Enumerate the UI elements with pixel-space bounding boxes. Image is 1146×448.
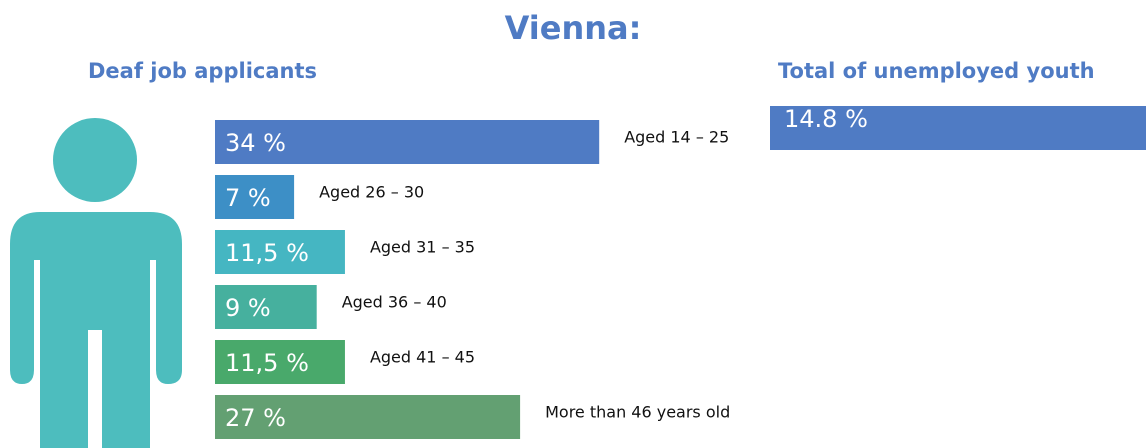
person-icon <box>10 118 182 448</box>
category-label: Aged 31 – 35 <box>370 238 475 257</box>
value-label: 27 % <box>225 404 286 432</box>
person-body <box>10 212 182 448</box>
chart-title: Total of unemployed youth <box>778 59 1095 83</box>
value-label: 9 % <box>225 294 271 322</box>
person-head <box>53 118 137 202</box>
chart-title: Deaf job applicants <box>88 59 317 83</box>
category-label: Aged 14 – 25 <box>624 128 729 147</box>
page-title: Vienna: <box>505 9 642 47</box>
value-label: 14.8 % <box>784 105 868 133</box>
bar <box>215 395 521 439</box>
bar <box>215 340 345 384</box>
bar <box>215 175 295 219</box>
value-label: 7 % <box>225 184 271 212</box>
category-label: Aged 36 – 40 <box>342 293 447 312</box>
category-label: More than 46 years old <box>545 403 730 422</box>
bar <box>215 230 345 274</box>
value-label: 34 % <box>225 129 286 157</box>
bar <box>770 106 1146 150</box>
value-label: 11,5 % <box>225 239 309 267</box>
category-label: Aged 26 – 30 <box>319 183 424 202</box>
bar <box>215 285 317 329</box>
value-label: 11,5 % <box>225 349 309 377</box>
category-label: Aged 41 – 45 <box>370 348 475 367</box>
bar <box>215 120 600 164</box>
